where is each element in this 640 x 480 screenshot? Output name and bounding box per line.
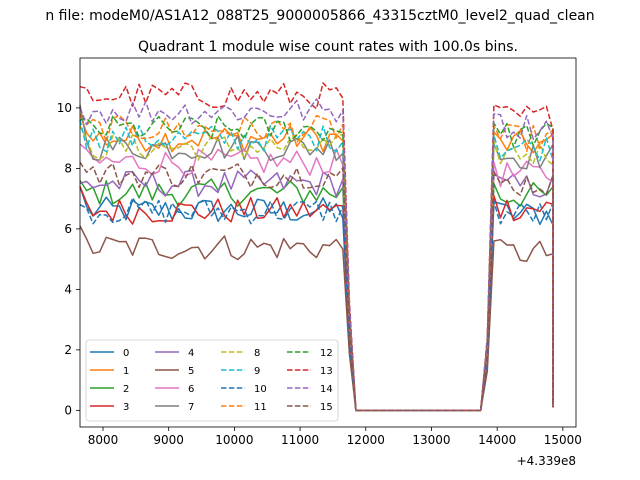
- x-tick-label: 15000: [544, 433, 582, 447]
- legend-label-0: 0: [123, 348, 129, 359]
- legend-label-7: 7: [188, 402, 194, 413]
- y-tick-label: 2: [64, 343, 72, 357]
- legend-label-1: 1: [123, 366, 129, 377]
- y-axis: 0 2 4 6 8 10: [57, 101, 80, 417]
- legend-label-3: 3: [123, 402, 129, 413]
- series-line-14: [79, 98, 554, 412]
- legend-label-10: 10: [254, 384, 267, 395]
- legend-label-2: 2: [123, 384, 129, 395]
- x-tick-label: 13000: [412, 433, 450, 447]
- series-line-8: [79, 125, 554, 412]
- series-line-15: [79, 161, 554, 412]
- legend-box: [85, 339, 339, 422]
- legend-label-6: 6: [188, 384, 194, 395]
- x-axis: 8000 9000 10000 11000 12000 13000 14000 15000: [88, 427, 582, 447]
- y-tick-label: 0: [64, 403, 72, 417]
- y-tick-label: 6: [64, 222, 72, 236]
- legend-label-4: 4: [188, 348, 194, 359]
- x-tick-label: 9000: [153, 433, 184, 447]
- y-tick-label: 4: [64, 282, 72, 296]
- y-tick-label: 8: [64, 161, 72, 175]
- x-tick-label: 10000: [215, 433, 253, 447]
- series-line-13: [79, 82, 554, 412]
- legend-label-12: 12: [320, 348, 333, 359]
- legend-label-11: 11: [254, 402, 267, 413]
- x-offset-label: +4.339e8: [517, 454, 576, 468]
- plot-frame: [79, 57, 577, 428]
- x-tick-label: 11000: [281, 433, 319, 447]
- x-tick-label: 12000: [347, 433, 385, 447]
- legend-label-13: 13: [320, 366, 333, 377]
- legend-label-9: 9: [254, 366, 260, 377]
- figure-suptitle: n file: modeM0/AS1A12_088T25_9000005866_…: [45, 8, 594, 24]
- legend-label-14: 14: [320, 384, 333, 395]
- legend-label-5: 5: [188, 366, 194, 377]
- x-tick-label: 8000: [88, 433, 119, 447]
- legend-label-15: 15: [320, 402, 333, 413]
- chart-title: Quadrant 1 module wise count rates with …: [138, 39, 518, 55]
- y-tick-label: 10: [57, 101, 72, 115]
- x-tick-label: 14000: [478, 433, 516, 447]
- series-layer: [79, 82, 554, 412]
- legend-label-8: 8: [254, 348, 260, 359]
